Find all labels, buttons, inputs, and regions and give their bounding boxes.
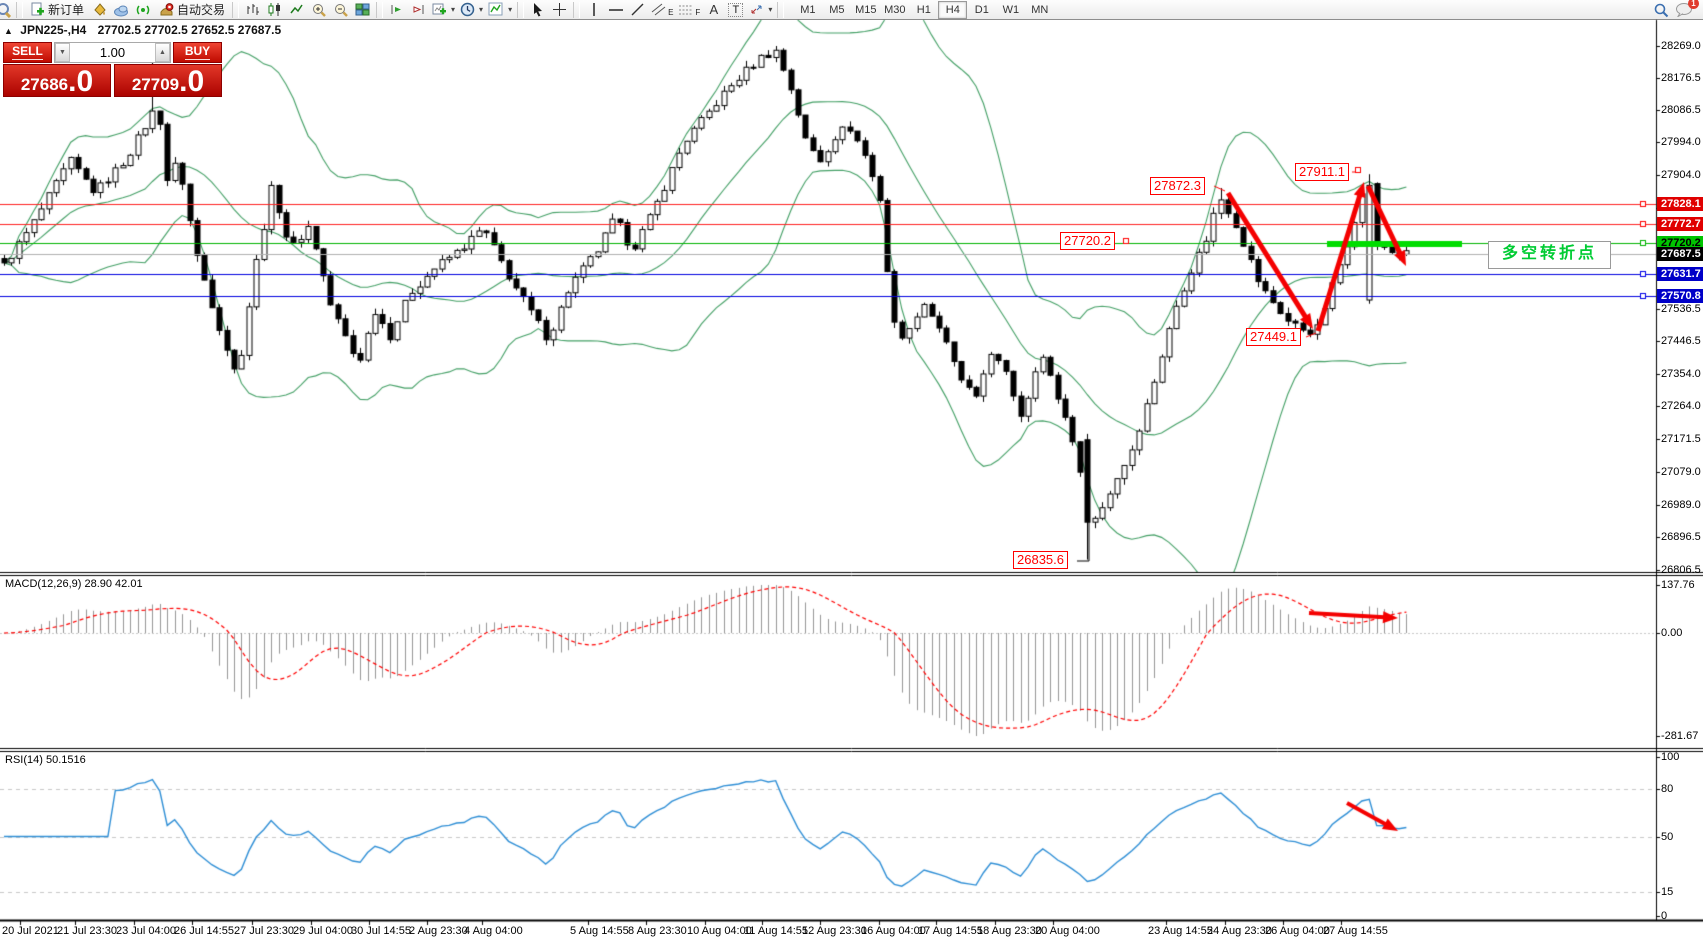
time-axis-label: 4 Aug 04:00 [464,925,523,937]
y-axis-tick: 28086.5 [1661,104,1701,116]
annotation-price-label[interactable]: 26835.6 [1013,551,1068,569]
rsi-axis-tick: 0 [1661,910,1668,922]
rsi-axis-tick: 15 [1661,886,1674,898]
one-click-trade-panel: SELL ▼ 1.00 ▲ BUY 27686 .0 27709 .0 [3,42,222,97]
time-axis-label: 29 Jul 04:00 [293,925,353,937]
y-axis-tick: 27264.0 [1661,400,1701,412]
volume-decrease-button[interactable]: ▼ [55,43,70,62]
time-axis-label: 24 Aug 23:30 [1207,925,1272,937]
time-axis-label: 23 Jul 04:00 [116,925,176,937]
time-axis-label: 27 Jul 23:30 [234,925,294,937]
macd-axis-tick: 137.76 [1661,579,1695,591]
time-axis-label: 26 Aug 04:00 [1265,925,1330,937]
macd-label: MACD(12,26,9) 28.90 42.01 [5,578,143,590]
sell-price-main: 27686 [20,75,69,95]
time-axis-label: 16 Aug 04:00 [861,925,926,937]
price-badge: 27687.5 [1657,247,1703,261]
rsi-axis-tick: 80 [1661,783,1674,795]
time-axis-label: 10 Aug 04:00 [687,925,752,937]
time-axis-label: 12 Aug 23:30 [802,925,867,937]
time-axis-label: 20 Jul 2021 [2,925,59,937]
annotation-price-label[interactable]: 27872.3 [1150,177,1205,195]
y-axis-tick: 27904.0 [1661,169,1701,181]
sell-price-big-digits: .0 [68,65,94,98]
price-badge: 27570.8 [1657,289,1703,303]
ohlc-values: 27702.5 27702.5 27652.5 27687.5 [97,23,282,37]
symbol-ohlc-bar: ▲ JPN225-,H4 27702.5 27702.5 27652.5 276… [4,23,281,37]
volume-increase-button[interactable]: ▲ [155,43,170,62]
time-axis-label: 17 Aug 14:55 [918,925,983,937]
turning-point-label[interactable]: 多空转折点 [1488,241,1611,269]
macd-axis-tick: 0.00 [1661,627,1683,639]
time-axis-label: 30 Jul 14:55 [351,925,411,937]
time-axis-label: 23 Aug 14:55 [1148,925,1213,937]
sell-button[interactable]: SELL [3,42,52,63]
time-axis-label: 20 Aug 04:00 [1035,925,1100,937]
time-axis-label: 5 Aug 14:55 [570,925,629,937]
buy-price[interactable]: 27709 .0 [114,64,222,97]
time-axis-label: 11 Aug 14:55 [744,925,809,937]
y-axis-tick: 28176.5 [1661,72,1701,84]
time-axis-label: 27 Aug 14:55 [1323,925,1388,937]
sell-price[interactable]: 27686 .0 [3,64,111,97]
buy-button[interactable]: BUY [173,42,222,63]
price-badge: 27828.1 [1657,197,1703,211]
rsi-label: RSI(14) 50.1516 [5,754,86,766]
time-axis-label: 8 Aug 23:30 [628,925,687,937]
y-axis-tick: 27354.0 [1661,368,1701,380]
y-axis-tick: 26896.5 [1661,531,1701,543]
collapse-panel-icon[interactable]: ▲ [4,26,13,36]
symbol-period-label: JPN225-,H4 [20,23,87,37]
time-axis-label: 26 Jul 14:55 [174,925,234,937]
y-axis-tick: 27446.5 [1661,335,1701,347]
rsi-axis-tick: 50 [1661,831,1674,843]
y-axis-tick: 26989.0 [1661,499,1701,511]
volume-input[interactable]: 1.00 [99,45,126,60]
y-axis-tick: 27171.5 [1661,433,1701,445]
y-axis-tick: 27994.0 [1661,136,1701,148]
volume-box: ▼ 1.00 ▲ [54,42,171,63]
macd-axis-tick: -281.67 [1661,730,1699,742]
rsi-axis-tick: 100 [1661,751,1680,763]
y-axis-tick: 27079.0 [1661,466,1701,478]
annotation-price-label[interactable]: 27449.1 [1246,328,1301,346]
y-axis-tick: 28269.0 [1661,40,1701,52]
price-badge: 27720.2 [1657,236,1703,250]
annotation-price-label[interactable]: 27720.2 [1060,232,1115,250]
time-axis-label: 21 Jul 23:30 [57,925,117,937]
y-axis-tick: 27536.5 [1661,303,1701,315]
y-axis-tick: 26806.5 [1661,564,1701,576]
price-badge: 27631.7 [1657,267,1703,281]
buy-price-main: 27709 [131,75,180,95]
time-axis-label: 2 Aug 23:30 [409,925,468,937]
annotation-price-label[interactable]: 27911.1 [1295,163,1350,181]
time-axis-label: 18 Aug 23:30 [977,925,1042,937]
buy-price-big-digits: .0 [179,65,205,98]
price-badge: 27772.7 [1657,217,1703,231]
